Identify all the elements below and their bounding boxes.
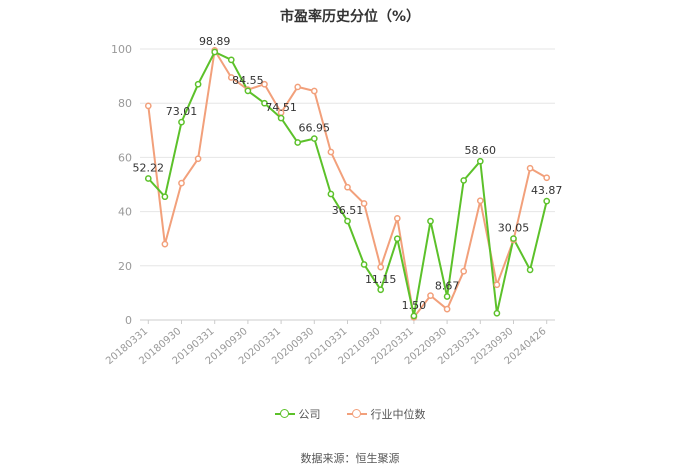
legend-marker-company <box>274 409 295 419</box>
data-point-company <box>327 190 335 198</box>
data-point-company <box>178 118 185 126</box>
data-point-industry-median <box>493 281 501 289</box>
data-point-industry-median <box>310 87 318 95</box>
data-point-industry-median <box>344 183 351 191</box>
data-label: 66.95 <box>299 122 331 135</box>
data-point-company <box>294 139 302 146</box>
data-label: 98.89 <box>199 35 231 48</box>
data-point-industry-median <box>543 174 551 182</box>
data-point-company <box>493 309 501 317</box>
data-point-company <box>427 217 434 225</box>
data-point-industry-median <box>427 292 434 299</box>
data-point-company <box>393 235 401 243</box>
data-point-company <box>261 99 268 107</box>
data-point-company <box>227 56 235 64</box>
data-label: 84.55 <box>232 74 264 87</box>
data-point-company <box>476 157 484 165</box>
data-point-industry-median <box>261 80 268 88</box>
data-point-industry-median <box>294 83 302 91</box>
y-tick-label: 60 <box>118 151 132 164</box>
data-point-company <box>244 87 252 95</box>
chart-title: 市盈率历史分位（%） <box>279 9 421 25</box>
y-tick-label: 0 <box>125 314 132 327</box>
data-point-company <box>526 266 534 274</box>
y-tick-label: 40 <box>118 206 132 219</box>
data-point-company <box>344 217 351 225</box>
data-label: 8.67 <box>435 280 460 293</box>
data-point-company <box>211 48 219 56</box>
data-label: 11.15 <box>365 273 397 286</box>
data-label: 36.51 <box>332 204 364 217</box>
data-label: 43.87 <box>531 184 563 197</box>
data-point-industry-median <box>393 215 401 222</box>
data-point-industry-median <box>161 240 169 248</box>
legend-item-industry-median[interactable]: 行业中位数 <box>346 406 426 422</box>
legend-marker-industry-median <box>346 409 367 419</box>
y-tick-label: 20 <box>118 260 132 273</box>
data-point-company <box>360 261 368 268</box>
data-point-company <box>510 235 517 242</box>
data-point-company <box>443 293 451 300</box>
data-point-company <box>161 193 169 201</box>
data-point-company <box>377 286 385 294</box>
data-point-company <box>277 114 285 122</box>
data-point-company <box>543 197 551 205</box>
data-point-industry-median <box>178 179 185 187</box>
chart-legend: 公司 行业中位数 <box>0 406 700 422</box>
series-line-industry-median <box>147 49 548 319</box>
data-point-industry-median <box>144 102 152 110</box>
data-point-industry-median <box>476 197 484 205</box>
legend-item-company[interactable]: 公司 <box>274 406 321 422</box>
data-point-company <box>460 177 468 184</box>
data-point-company <box>410 312 418 320</box>
data-point-industry-median <box>227 74 235 81</box>
y-tick-label: 80 <box>118 97 132 110</box>
data-label: 73.01 <box>166 105 198 118</box>
legend-label-industry-median: 行业中位数 <box>370 408 426 421</box>
data-point-company <box>144 175 152 182</box>
data-point-industry-median <box>327 148 335 156</box>
data-point-industry-median <box>377 263 385 271</box>
data-label: 1.50 <box>402 299 427 312</box>
data-label: 74.51 <box>265 101 297 114</box>
data-label: 52.22 <box>133 161 165 174</box>
data-label: 30.05 <box>498 222 530 235</box>
data-label: 58.60 <box>465 144 497 157</box>
source-note: 数据来源：恒生聚源 <box>300 452 400 465</box>
legend-label-company: 公司 <box>298 408 321 421</box>
data-point-company <box>310 135 318 142</box>
data-point-industry-median <box>194 155 202 163</box>
data-point-industry-median <box>360 200 368 207</box>
data-point-industry-median <box>526 164 534 172</box>
data-point-industry-median <box>443 305 451 313</box>
data-point-industry-median <box>460 267 468 275</box>
data-point-company <box>194 80 202 88</box>
y-tick-label: 100 <box>111 43 132 56</box>
